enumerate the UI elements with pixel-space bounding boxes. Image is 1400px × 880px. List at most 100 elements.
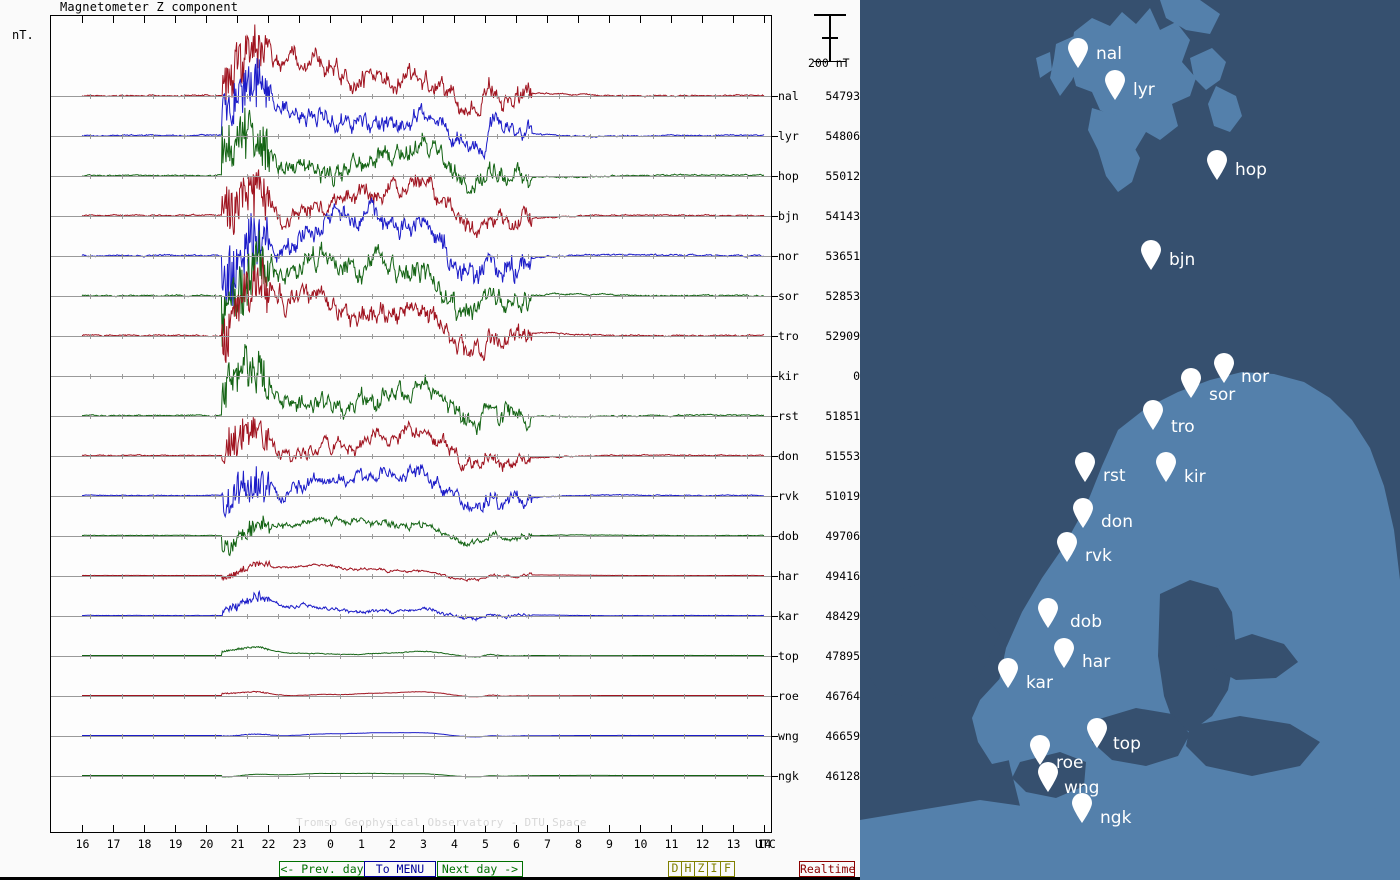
station-label-sor[interactable]: sor bbox=[778, 289, 799, 303]
station-label-rst[interactable]: rst bbox=[778, 409, 799, 423]
station-label-bjn[interactable]: bjn bbox=[778, 209, 799, 223]
grid-tick bbox=[277, 653, 279, 659]
map-pin-wng[interactable] bbox=[1037, 762, 1059, 792]
grid-tick bbox=[746, 693, 748, 699]
map-pin-har[interactable] bbox=[1053, 638, 1075, 668]
station-tick-tro bbox=[772, 336, 778, 337]
station-label-wng[interactable]: wng bbox=[778, 729, 799, 743]
grid-tick bbox=[434, 493, 436, 499]
scale-bar bbox=[806, 14, 854, 69]
grid-tick bbox=[496, 253, 498, 259]
station-label-don[interactable]: don bbox=[778, 449, 799, 463]
component-button-h[interactable]: H bbox=[682, 862, 695, 876]
map-pin-kar[interactable] bbox=[997, 658, 1019, 688]
grid-tick bbox=[715, 333, 717, 339]
grid-tick bbox=[121, 413, 123, 419]
grid-tick bbox=[184, 573, 186, 579]
x-axis-tick-label: 18 bbox=[137, 837, 152, 851]
station-label-tro[interactable]: tro bbox=[778, 329, 799, 343]
gridline-wng bbox=[51, 733, 771, 739]
gridline-rst bbox=[51, 413, 771, 419]
grid-tick bbox=[527, 493, 529, 499]
station-label-ngk[interactable]: ngk bbox=[778, 769, 799, 783]
map-pin-rvk[interactable] bbox=[1056, 532, 1078, 562]
grid-tick bbox=[434, 693, 436, 699]
map-pin-kir[interactable] bbox=[1155, 452, 1177, 482]
map-pin-label-kir: kir bbox=[1184, 467, 1206, 487]
grid-tick bbox=[90, 613, 92, 619]
grid-tick bbox=[340, 533, 342, 539]
x-tick bbox=[330, 16, 331, 23]
station-label-kir[interactable]: kir bbox=[778, 369, 799, 383]
grid-tick bbox=[590, 93, 592, 99]
station-map-panel[interactable]: nal lyr hop bjn nor sor tro rst kir don rvk dob har k… bbox=[860, 0, 1400, 880]
grid-tick bbox=[496, 613, 498, 619]
grid-tick bbox=[340, 253, 342, 259]
grid-tick bbox=[402, 653, 404, 659]
grid-tick bbox=[152, 773, 154, 779]
grid-tick bbox=[684, 413, 686, 419]
grid-tick bbox=[246, 373, 248, 379]
station-label-nor[interactable]: nor bbox=[778, 249, 799, 263]
map-pin-sor[interactable] bbox=[1180, 368, 1202, 398]
station-label-rvk[interactable]: rvk bbox=[778, 489, 799, 503]
grid-tick bbox=[434, 253, 436, 259]
map-pin-don[interactable] bbox=[1072, 498, 1094, 528]
grid-tick bbox=[215, 133, 217, 139]
chart-plot-area[interactable] bbox=[50, 15, 772, 833]
gridline-don bbox=[51, 453, 771, 459]
y-axis-baseline-tro: 52909 bbox=[825, 329, 860, 343]
grid-tick bbox=[496, 653, 498, 659]
map-pin-nor[interactable] bbox=[1213, 353, 1235, 383]
component-button-z[interactable]: Z bbox=[695, 862, 708, 876]
component-button-i[interactable]: I bbox=[708, 862, 721, 876]
grid-tick bbox=[652, 453, 654, 459]
water-body-5 bbox=[860, 584, 1000, 700]
next-day-button[interactable]: Next day -> bbox=[437, 861, 523, 877]
grid-tick bbox=[746, 213, 748, 219]
grid-tick bbox=[309, 373, 311, 379]
map-pin-rst[interactable] bbox=[1074, 452, 1096, 482]
grid-tick bbox=[621, 493, 623, 499]
x-axis-tick-label: 8 bbox=[575, 837, 582, 851]
map-pin-nal[interactable] bbox=[1067, 38, 1089, 68]
grid-tick bbox=[184, 533, 186, 539]
map-pin-label-top: top bbox=[1113, 734, 1141, 754]
grid-tick bbox=[746, 93, 748, 99]
map-pin-label-har: har bbox=[1082, 652, 1111, 672]
grid-tick bbox=[371, 533, 373, 539]
map-pin-hop[interactable] bbox=[1206, 150, 1228, 180]
grid-tick bbox=[559, 733, 561, 739]
grid-tick bbox=[465, 413, 467, 419]
station-label-roe[interactable]: roe bbox=[778, 689, 799, 703]
station-label-nal[interactable]: nal bbox=[778, 89, 799, 103]
x-axis-tick-label: 16 bbox=[75, 837, 90, 851]
map-pin-lyr[interactable] bbox=[1104, 70, 1126, 100]
component-button-d[interactable]: D bbox=[669, 862, 682, 876]
prev-day-button[interactable]: <- Prev. day bbox=[279, 861, 365, 877]
grid-tick bbox=[621, 533, 623, 539]
station-label-top[interactable]: top bbox=[778, 649, 799, 663]
x-axis-tick-label: 12 bbox=[695, 837, 710, 851]
map-pin-ngk[interactable] bbox=[1071, 793, 1093, 823]
realtime-button[interactable]: Realtime bbox=[799, 861, 856, 877]
grid-tick bbox=[434, 773, 436, 779]
station-label-hop[interactable]: hop bbox=[778, 169, 799, 183]
component-button-f[interactable]: F bbox=[724, 861, 731, 875]
map-pin-dob[interactable] bbox=[1037, 598, 1059, 628]
map-pin-top[interactable] bbox=[1086, 718, 1108, 748]
grid-tick bbox=[215, 93, 217, 99]
station-label-lyr[interactable]: lyr bbox=[778, 129, 799, 143]
grid-tick bbox=[527, 413, 529, 419]
station-tick-kar bbox=[772, 616, 778, 617]
map-pin-roe[interactable] bbox=[1029, 735, 1051, 765]
station-label-dob[interactable]: dob bbox=[778, 529, 799, 543]
station-label-har[interactable]: har bbox=[778, 569, 799, 583]
station-tick-rvk bbox=[772, 496, 778, 497]
station-label-kar[interactable]: kar bbox=[778, 609, 799, 623]
map-pin-tro[interactable] bbox=[1142, 400, 1164, 430]
grid-tick bbox=[90, 413, 92, 419]
to-menu-button[interactable]: To MENU bbox=[364, 861, 436, 877]
map-pin-bjn[interactable] bbox=[1140, 240, 1162, 270]
